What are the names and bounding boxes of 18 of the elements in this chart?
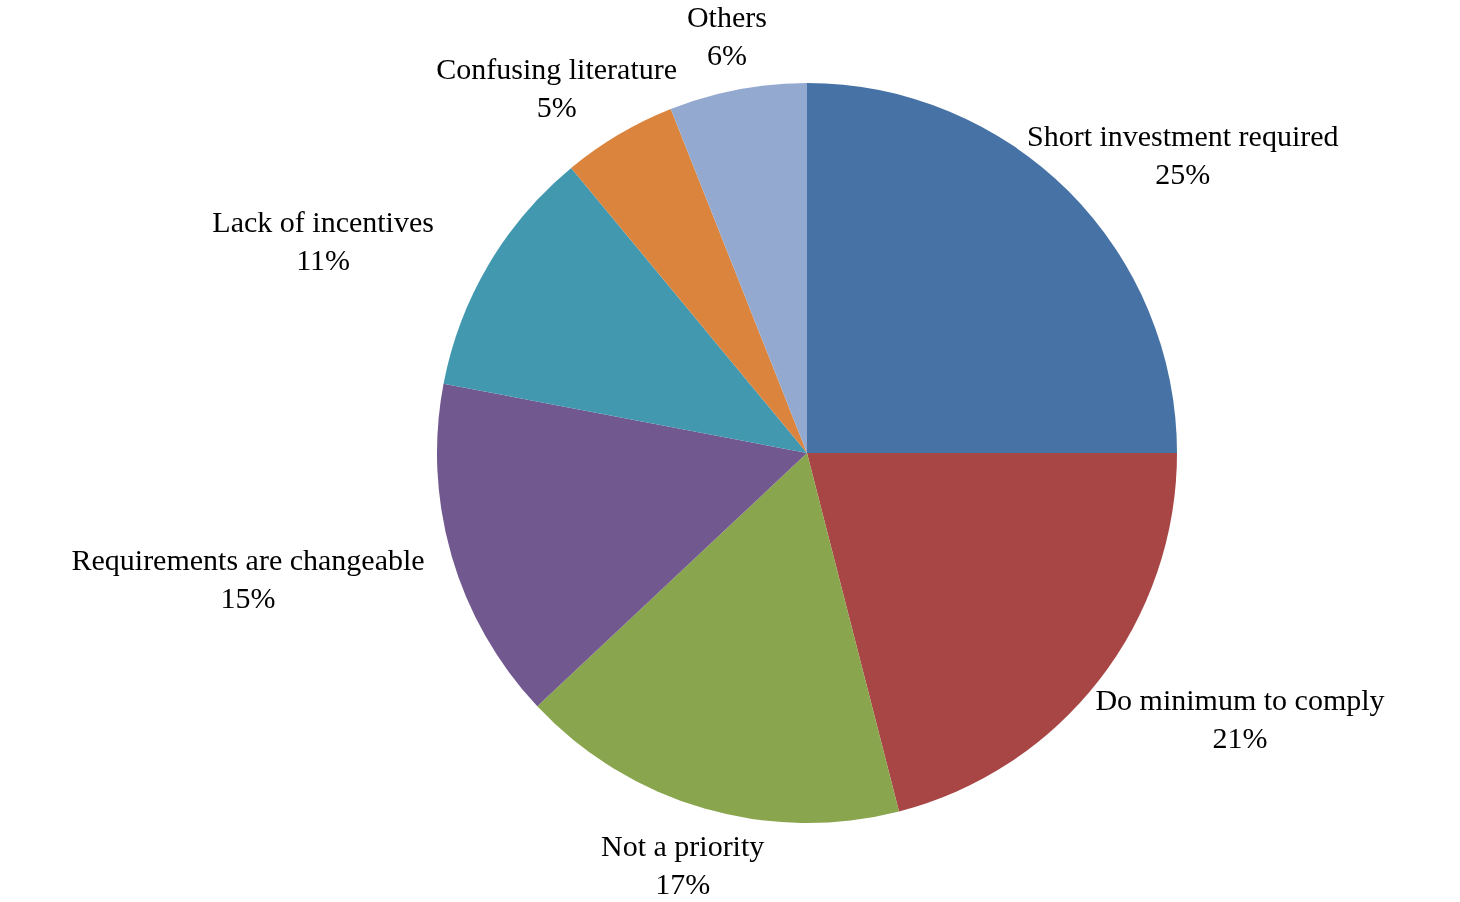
slice-label: Others <box>686 0 767 33</box>
data-label: 17% <box>655 867 711 901</box>
data-label: 21% <box>1212 721 1268 755</box>
data-label: 15% <box>220 581 276 615</box>
pie-slice <box>537 453 900 823</box>
pie-slice <box>437 383 807 707</box>
slice-label: Not a priority <box>600 829 765 863</box>
slice-label: Confusing literature <box>436 52 678 86</box>
slice-label: Lack of incentives <box>212 205 434 239</box>
slice-label: Short investment required <box>1026 119 1339 153</box>
slice-label: Requirements are changeable <box>71 543 425 577</box>
data-label: 6% <box>706 37 747 71</box>
pie-slice <box>670 83 807 453</box>
pie-slice <box>443 167 807 453</box>
slice-label: Do minimum to comply <box>1095 683 1385 717</box>
data-label: 5% <box>536 90 577 124</box>
data-label: 25% <box>1155 157 1211 191</box>
data-label: 11% <box>296 243 351 277</box>
